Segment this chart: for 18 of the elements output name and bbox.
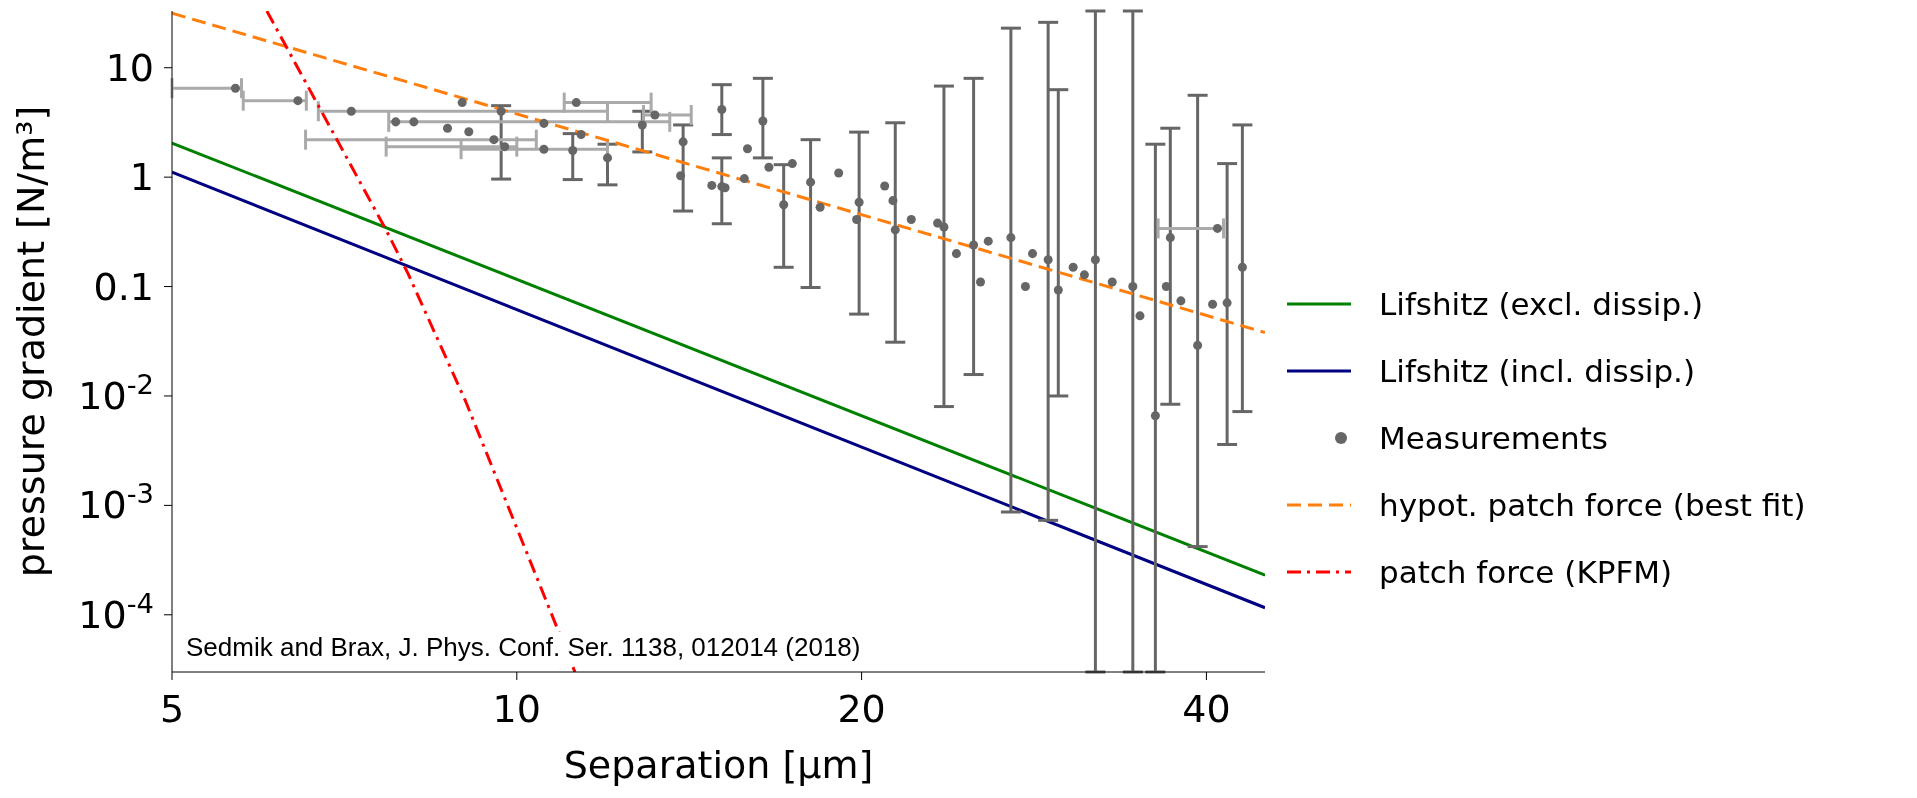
legend-label: hypot. patch force (best fit) [1379,486,1806,523]
x-tick-label: 10 [492,687,541,731]
legend-label: Lifshitz (excl. dissip.) [1379,285,1704,322]
annotation: Sedmik and Brax, J. Phys. Conf. Ser. 1138, 012014 (2018) [182,632,865,663]
x-tick-label: 20 [837,687,886,731]
x-axis-title: Separation [µm] [563,743,874,787]
x-tick-label: 40 [1182,687,1231,731]
legend-label: Lifshitz (incl. dissip.) [1379,352,1696,389]
y-tick-label: 10$^{-2}$ [78,368,154,418]
y-tick-label: 10$^{-3}$ [78,477,154,528]
y-tick-label: 0.1 [93,264,154,309]
y-tick-label: 10$^{-4}$ [78,587,154,637]
y-tick-label: 10 [105,45,154,90]
x-tick-label: 5 [159,687,185,731]
y-tick-label: 1 [129,155,154,200]
legend-label: patch force (KPFM) [1379,553,1673,590]
legend-label: Measurements [1379,419,1608,456]
y-axis-title: pressure gradient [N/m³] [9,105,53,578]
